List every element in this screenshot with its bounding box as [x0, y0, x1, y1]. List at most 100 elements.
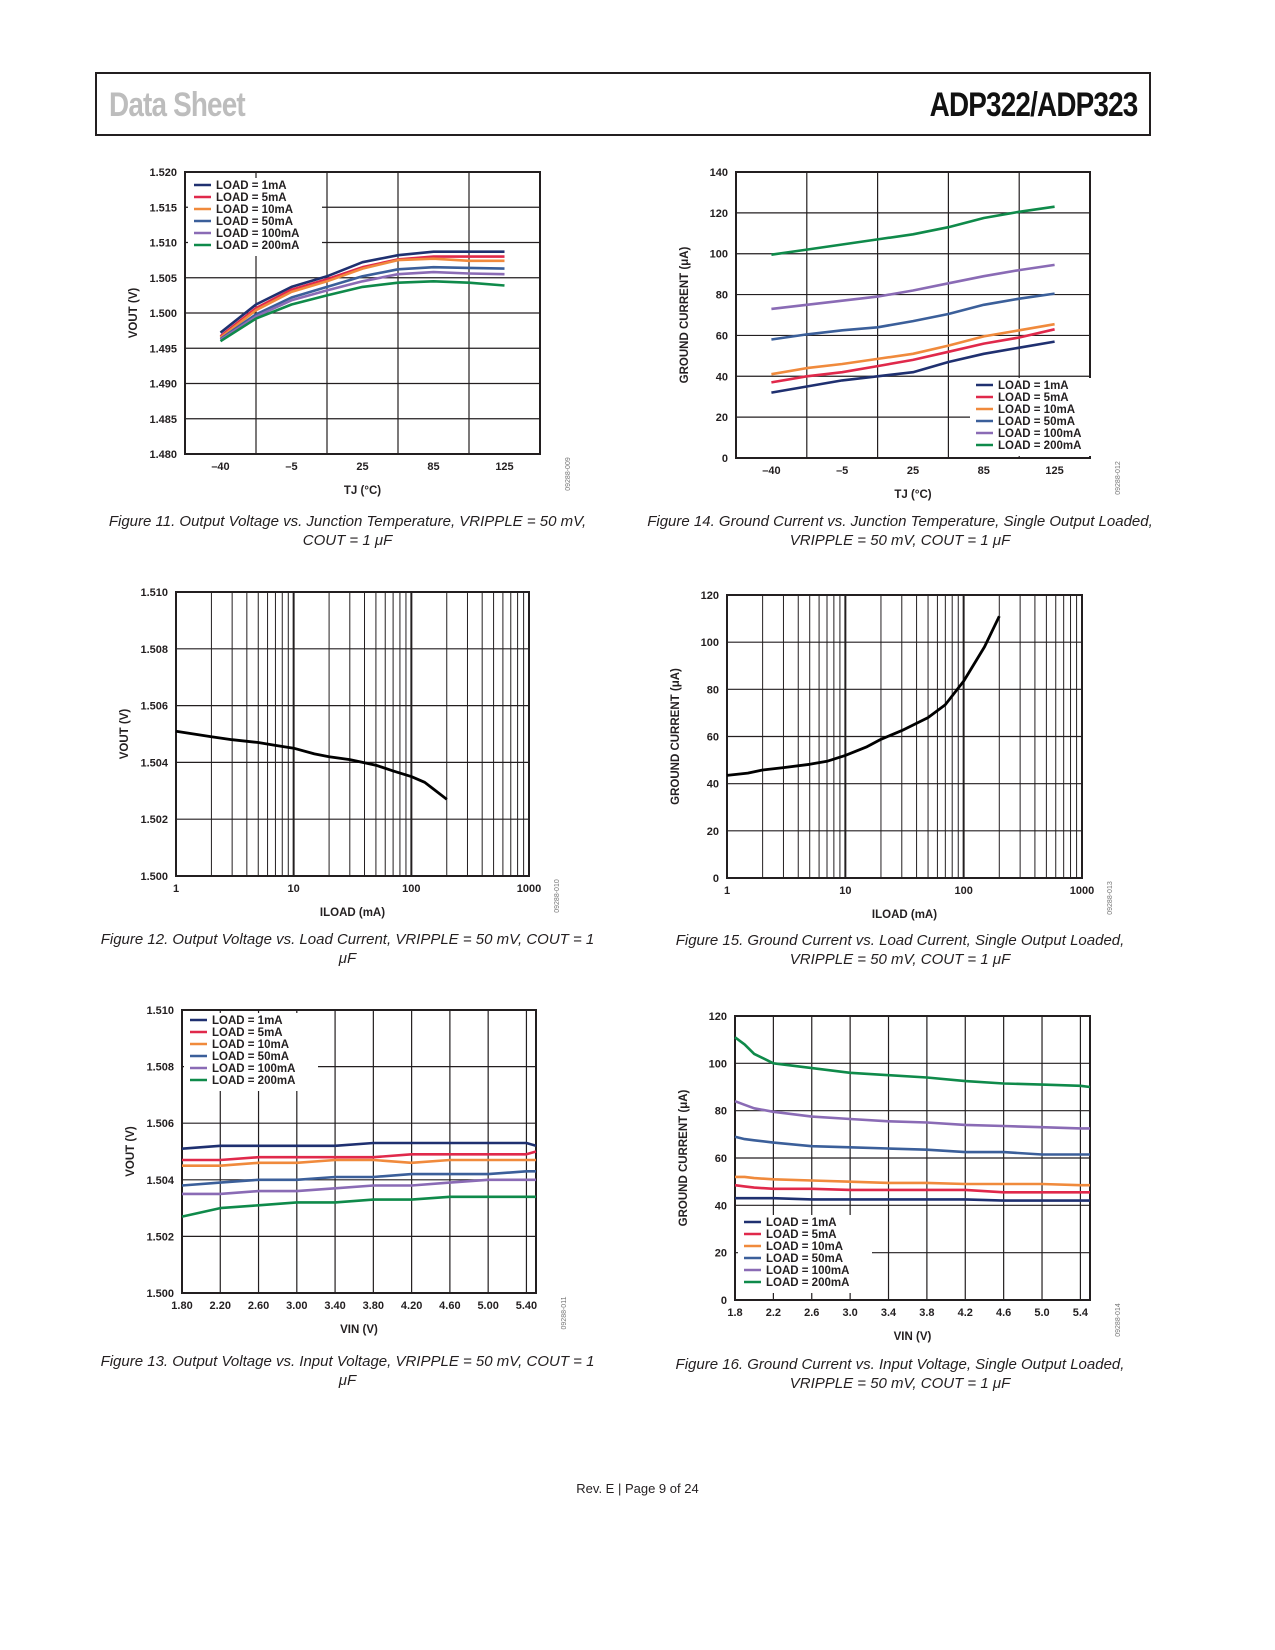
y-tick-label: 80 [716, 290, 728, 302]
figure-12-caption: Figure 12. Output Voltage vs. Load Curre… [95, 930, 600, 968]
figure-14-chart: 0 20 40 60 80 100 120 140 –40 –5 25 85 125 LOAD = 1mA… [670, 160, 1140, 505]
y-tick-label: 1.500 [140, 871, 168, 883]
header-doc-type: Data Sheet [109, 86, 246, 124]
x-tick-label: 1 [724, 885, 730, 897]
y-tick-label: 1.502 [146, 1231, 174, 1243]
legend-label: LOAD = 10mA [212, 1039, 289, 1051]
y-tick-label: 20 [715, 1248, 727, 1260]
y-tick-label: 0 [713, 873, 719, 885]
x-tick-label: 2.2 [766, 1307, 781, 1319]
grid [175, 591, 530, 877]
figure-13-caption: Figure 13. Output Voltage vs. Input Volt… [95, 1352, 600, 1390]
figure-15-chart: 0 20 40 60 80 100 120 1 10 100 1000 ILOAD (mA) GROUN… [670, 580, 1140, 925]
figure-code: 09288-012 [1115, 461, 1122, 495]
legend-label: LOAD = 50mA [212, 1051, 289, 1063]
y-tick-label: 120 [709, 1011, 727, 1023]
figure-13-chart: 1.500 1.502 1.504 1.506 1.508 1.510 1.80 2.20 2.… [110, 995, 580, 1340]
y-tick-label: 1.500 [146, 1288, 174, 1300]
legend-label: LOAD = 1mA [212, 1015, 283, 1027]
figure-12-chart: 1.500 1.502 1.504 1.506 1.508 1.510 1 10 100 1000… [110, 580, 580, 925]
y-tick-label: 20 [716, 412, 728, 424]
x-tick-label: 3.8 [919, 1307, 934, 1319]
x-tick-label: –5 [285, 461, 297, 473]
figure-16-chart: 0 20 40 60 80 100 120 1.8 2.2 2.6 3.0 3.4 3.8 4.2 4.6 5… [670, 1000, 1140, 1345]
y-tick-label: 1.480 [149, 449, 177, 461]
fig11-svg: 1.480 1.485 1.490 1.495 1.500 1.505 1.510 1.515… [128, 167, 572, 497]
series-line-single [726, 615, 1001, 777]
x-tick-label: 4.20 [401, 1300, 422, 1312]
y-tick-label: 20 [707, 826, 719, 838]
y-tick-label: 40 [707, 779, 719, 791]
header-part-number: ADP322/ADP323 [929, 86, 1138, 124]
series-line-5mA [182, 1150, 537, 1162]
y-tick-label: 1.508 [140, 644, 168, 656]
grid [726, 594, 1083, 879]
x-tick-label: 1000 [1070, 885, 1094, 897]
y-axis-label: GROUND CURRENT (μA) [678, 1089, 690, 1226]
caption-text: Figure 13. Output Voltage vs. Input Volt… [100, 1353, 595, 1389]
series-line-100mA [182, 1178, 536, 1196]
fig16-svg: 0 20 40 60 80 100 120 1.8 2.2 2.6 3.0 3.4 3.8 4.2 4.6 5… [678, 1011, 1122, 1343]
figure-code: 09288-014 [1115, 1303, 1122, 1337]
y-tick-label: 1.510 [140, 587, 168, 599]
x-tick-label: 1.80 [171, 1300, 192, 1312]
x-tick-label: –40 [211, 461, 229, 473]
y-tick-label: 1.504 [146, 1175, 174, 1187]
plot-frame [175, 591, 530, 877]
x-tick-label: 3.0 [842, 1307, 857, 1319]
legend-label: LOAD = 10mA [998, 404, 1075, 416]
x-tick-label: 85 [427, 461, 439, 473]
y-tick-label: 40 [715, 1200, 727, 1212]
x-tick-label: 100 [402, 883, 420, 895]
y-axis-label: GROUND CURRENT (μA) [670, 668, 682, 805]
x-tick-label: 1.8 [727, 1307, 742, 1319]
y-tick-label: 1.506 [140, 701, 168, 713]
caption-line-1: Figure 14. Ground Current vs. Junction T… [647, 513, 1153, 530]
x-tick-label: 4.6 [996, 1307, 1011, 1319]
legend-label: LOAD = 5mA [998, 392, 1069, 404]
x-tick-label: –5 [836, 465, 848, 477]
y-tick-label: 100 [710, 249, 728, 261]
x-tick-label: 3.4 [881, 1307, 897, 1319]
x-axis-label: TJ (°C) [894, 489, 931, 501]
series-line-100mA [219, 270, 505, 341]
y-tick-label: 1.515 [149, 202, 177, 214]
legend-label: LOAD = 1mA [216, 180, 287, 192]
x-tick-label: 10 [288, 883, 300, 895]
y-tick-label: 1.504 [140, 757, 168, 769]
legend-label: LOAD = 200mA [212, 1075, 295, 1087]
legend-label: LOAD = 5mA [212, 1027, 283, 1039]
figure-16-caption: Figure 16. Ground Current vs. Input Volt… [640, 1355, 1160, 1393]
y-tick-label: 0 [722, 453, 728, 465]
plot-frame [184, 171, 541, 455]
legend-label: LOAD = 100mA [998, 428, 1081, 440]
x-tick-label: 10 [839, 885, 851, 897]
x-tick-label: 125 [495, 461, 513, 473]
x-tick-label: 85 [978, 465, 990, 477]
y-tick-label: 100 [701, 637, 719, 649]
figure-11-caption: Figure 11. Output Voltage vs. Junction T… [95, 512, 600, 550]
figure-11-chart: 1.480 1.485 1.490 1.495 1.500 1.505 1.510 1.515… [110, 160, 580, 505]
legend-label: LOAD = 50mA [766, 1253, 843, 1265]
x-tick-label: 3.80 [363, 1300, 384, 1312]
series-line-50mA [771, 292, 1055, 341]
fig12-svg: 1.500 1.502 1.504 1.506 1.508 1.510 1 10 100 1000… [119, 587, 561, 919]
x-tick-label: 1 [173, 883, 179, 895]
y-tick-label: 1.508 [146, 1062, 174, 1074]
y-tick-label: 80 [707, 684, 719, 696]
series-line-100mA [771, 263, 1055, 311]
caption-line-2: VRIPPLE = 50 mV, COUT = 1 μF [789, 951, 1011, 968]
legend-label: LOAD = 10mA [216, 204, 293, 216]
x-tick-label: 5.40 [516, 1300, 537, 1312]
series-line-50mA [181, 1170, 536, 1187]
legend-label: LOAD = 100mA [212, 1063, 295, 1075]
y-axis-label: GROUND CURRENT (μA) [679, 246, 691, 383]
x-tick-label: 5.0 [1034, 1307, 1049, 1319]
series-line-single [175, 729, 448, 801]
caption-text: Figure 12. Output Voltage vs. Load Curre… [100, 931, 595, 967]
y-tick-label: 1.490 [149, 379, 177, 391]
x-tick-label: 25 [356, 461, 368, 473]
legend-label: LOAD = 1mA [998, 380, 1069, 392]
